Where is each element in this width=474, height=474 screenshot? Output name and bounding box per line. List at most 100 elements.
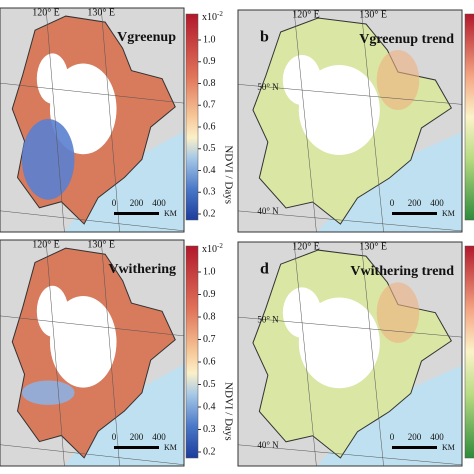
no-data bbox=[282, 287, 322, 338]
meridian bbox=[45, 240, 65, 466]
colorbar-tick-label: 0.7 bbox=[203, 334, 216, 345]
scale-bar bbox=[392, 446, 437, 449]
no-data bbox=[36, 53, 69, 104]
colorbar-label: NDVI / Days bbox=[222, 382, 234, 441]
parallel bbox=[0, 315, 184, 337]
colorbar-tick-label: 0.8 bbox=[203, 78, 216, 89]
scale-bar bbox=[114, 446, 159, 449]
meridian bbox=[45, 8, 65, 232]
lon-label: 120° E bbox=[292, 241, 320, 252]
colorbar-tick-label: 1.0 bbox=[203, 34, 216, 45]
blue-zone bbox=[21, 380, 75, 405]
lon-label: 120° E bbox=[32, 7, 60, 18]
colorbar-ramp bbox=[185, 13, 199, 221]
scale-tick: 0 bbox=[112, 432, 117, 442]
scale-tick: 400 bbox=[152, 432, 166, 442]
panel-letter: d bbox=[260, 261, 269, 278]
colorbar-label: NDVI / Days bbox=[222, 145, 234, 204]
multiplier-base: x10 bbox=[202, 12, 217, 23]
scale-tick: 400 bbox=[430, 198, 444, 208]
map bbox=[238, 10, 462, 232]
blue-zone bbox=[21, 118, 75, 200]
meridian bbox=[100, 240, 120, 466]
parallel bbox=[238, 84, 462, 105]
meridian bbox=[293, 242, 317, 466]
colorbar-tick-label: 0.9 bbox=[203, 56, 216, 67]
colorbar-tick-label: 0.9 bbox=[203, 289, 216, 300]
colorbar-tick-label: 1.0 bbox=[203, 266, 216, 277]
colorbar-tick-label: 0.8 bbox=[203, 311, 216, 322]
colorbar-tick-label: 0.3 bbox=[203, 187, 216, 198]
sea bbox=[64, 131, 184, 232]
scale-tick: 200 bbox=[130, 198, 144, 208]
scale-unit: KM bbox=[442, 443, 455, 452]
lon-label: 130° E bbox=[87, 239, 115, 250]
colorbar-tick-label: 0.5 bbox=[203, 143, 216, 154]
panel-title: Vwithering trend bbox=[350, 264, 454, 279]
frame bbox=[237, 241, 463, 467]
no-data bbox=[282, 55, 322, 105]
multiplier-base: x10 bbox=[202, 244, 217, 255]
colorbar: x10-2 1.0 0.9 0.8 0.7 0.6 0.5 0.4 0.3 0.2 NDVI / D… bbox=[185, 10, 234, 221]
meridian bbox=[360, 10, 384, 232]
scale-bar bbox=[114, 212, 159, 215]
colorbar-ramp bbox=[185, 245, 199, 459]
colorbar-tick-label: 0.6 bbox=[203, 121, 216, 132]
colorbar-tick-label: 0.6 bbox=[203, 356, 216, 367]
colorbar: x10-2 1.0 0.9 0.8 0.7 0.6 0.5 0.4 0.3 0.2 NDVI / D… bbox=[185, 242, 234, 459]
parallel bbox=[0, 210, 184, 232]
scale-tick: 0 bbox=[112, 198, 117, 208]
scale-tick: 200 bbox=[130, 432, 144, 442]
map bbox=[238, 242, 462, 466]
colorbar-multiplier: x10-2 bbox=[202, 10, 223, 24]
lat-label: 40° N bbox=[257, 440, 279, 450]
panel-title: Vgreenup trend bbox=[359, 32, 454, 47]
colorbar-tick-label: 0.2 bbox=[203, 208, 216, 219]
multiplier-power: -2 bbox=[217, 10, 223, 18]
colorbar-tick-label: 0.4 bbox=[203, 165, 216, 176]
lat-label: 50° N bbox=[257, 82, 279, 92]
colorbar-tick-label: 0.3 bbox=[203, 424, 216, 435]
meridian bbox=[293, 10, 317, 232]
scale-unit: KM bbox=[164, 209, 177, 218]
parallel bbox=[238, 444, 462, 466]
panel-title: Vgreenup bbox=[117, 30, 176, 45]
orange-zone bbox=[376, 50, 420, 110]
meridian bbox=[100, 8, 120, 232]
scale-tick: 0 bbox=[390, 198, 395, 208]
scale-unit: KM bbox=[164, 443, 177, 452]
lon-label: 120° E bbox=[32, 239, 60, 250]
scale-bar bbox=[392, 212, 437, 215]
frame bbox=[0, 7, 185, 233]
colorbar-tick-label: 0.2 bbox=[203, 446, 216, 457]
lon-label: 130° E bbox=[359, 241, 387, 252]
no-data bbox=[36, 285, 69, 337]
lat-label: 40° N bbox=[257, 206, 279, 216]
map-panel: 120° E 130° E 50° N 40° N d Vwithering trend 0… bbox=[237, 241, 463, 467]
orange-zone bbox=[376, 282, 420, 343]
multiplier-power: -2 bbox=[217, 242, 223, 250]
parallel bbox=[238, 316, 462, 338]
lon-label: 130° E bbox=[359, 9, 387, 20]
panel-title: Vwithering bbox=[108, 262, 176, 277]
colorbar-tick-label: 0.5 bbox=[203, 379, 216, 390]
parallel bbox=[0, 444, 184, 465]
sea bbox=[64, 364, 184, 466]
scale-tick: 400 bbox=[152, 198, 166, 208]
panel-letter: b bbox=[260, 29, 269, 46]
scale-tick: 200 bbox=[408, 198, 422, 208]
lat-label: 50° N bbox=[257, 314, 279, 324]
parallel bbox=[0, 82, 184, 104]
lon-label: 130° E bbox=[87, 7, 115, 18]
frame bbox=[237, 9, 463, 233]
sea bbox=[316, 132, 462, 232]
colorbar-multiplier: x10-2 bbox=[202, 242, 223, 256]
sea bbox=[316, 365, 462, 466]
colorbar-tick-label: 0.7 bbox=[203, 100, 216, 111]
lon-label: 120° E bbox=[292, 9, 320, 20]
map-panel: 120° E 130° E 50° N 40° N b Vgreenup trend 0 20… bbox=[237, 9, 463, 233]
colorbar-tick-label: 0.4 bbox=[203, 401, 216, 412]
